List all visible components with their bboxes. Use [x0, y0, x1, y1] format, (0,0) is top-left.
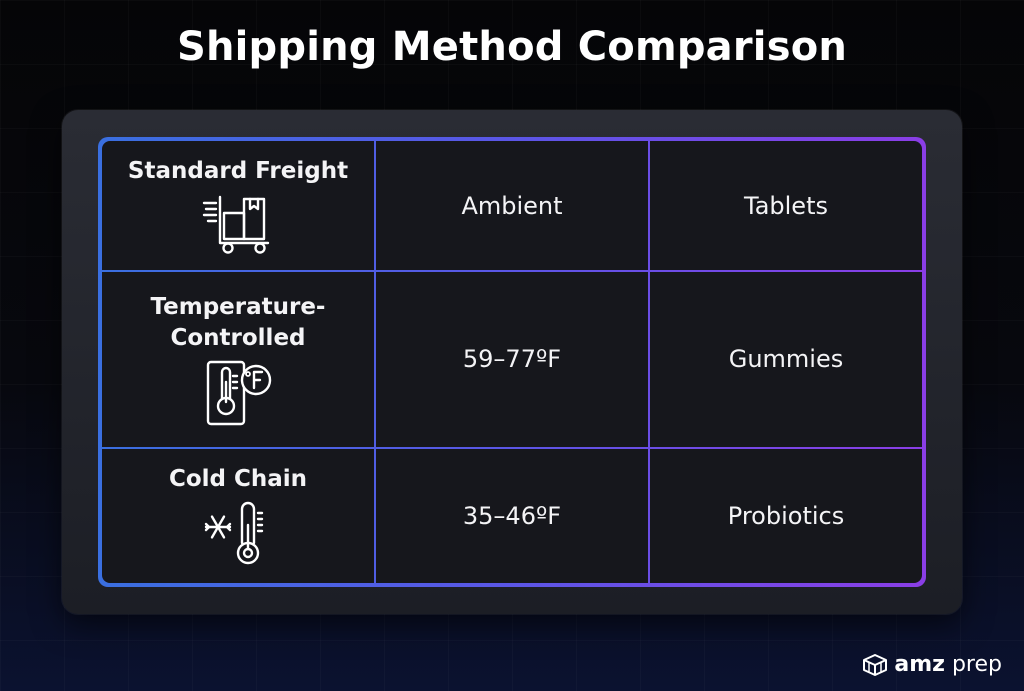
- thermometer-fahrenheit-icon: [206, 361, 272, 426]
- table-row: Cold Chain: [102, 448, 922, 583]
- table-row: Temperature-Controlled 59–77ºF Gummies: [102, 272, 922, 447]
- snowflake-thermometer-icon: [204, 502, 264, 565]
- temperature-cell: Ambient: [376, 141, 648, 271]
- temperature-cell: 35–46ºF: [376, 448, 648, 583]
- temperature-value: 35–46ºF: [462, 501, 562, 530]
- cube-logo-icon: [863, 653, 888, 676]
- amz-prep-logo: amz prep: [862, 652, 1002, 677]
- comparison-table: Standard Freight Ambient Tablets: [100, 139, 924, 585]
- temperature-value: 59–77ºF: [462, 345, 562, 374]
- hand-truck-icon: [202, 195, 270, 254]
- product-value: Tablets: [744, 191, 828, 220]
- logo-brand: amz: [894, 652, 945, 677]
- temperature-cell: 59–77ºF: [376, 272, 648, 447]
- method-cell: Temperature-Controlled: [102, 272, 374, 447]
- product-cell: Gummies: [650, 272, 922, 447]
- method-name: Temperature-Controlled: [150, 294, 326, 352]
- product-cell: Probiotics: [650, 448, 922, 583]
- product-value: Gummies: [728, 345, 844, 374]
- product-value: Probiotics: [727, 501, 845, 530]
- method-cell: Standard Freight: [102, 141, 374, 271]
- table-row: Standard Freight Ambient Tablets: [102, 141, 922, 271]
- comparison-table-border: Standard Freight Ambient Tablets: [98, 137, 926, 587]
- product-cell: Tablets: [650, 141, 922, 271]
- method-cell: Cold Chain: [102, 448, 374, 583]
- logo-suffix: prep: [951, 652, 1002, 677]
- temperature-value: Ambient: [461, 191, 563, 220]
- method-name: Standard Freight: [127, 158, 349, 185]
- method-name: Cold Chain: [168, 466, 308, 493]
- page-title: Shipping Method Comparison: [176, 24, 848, 70]
